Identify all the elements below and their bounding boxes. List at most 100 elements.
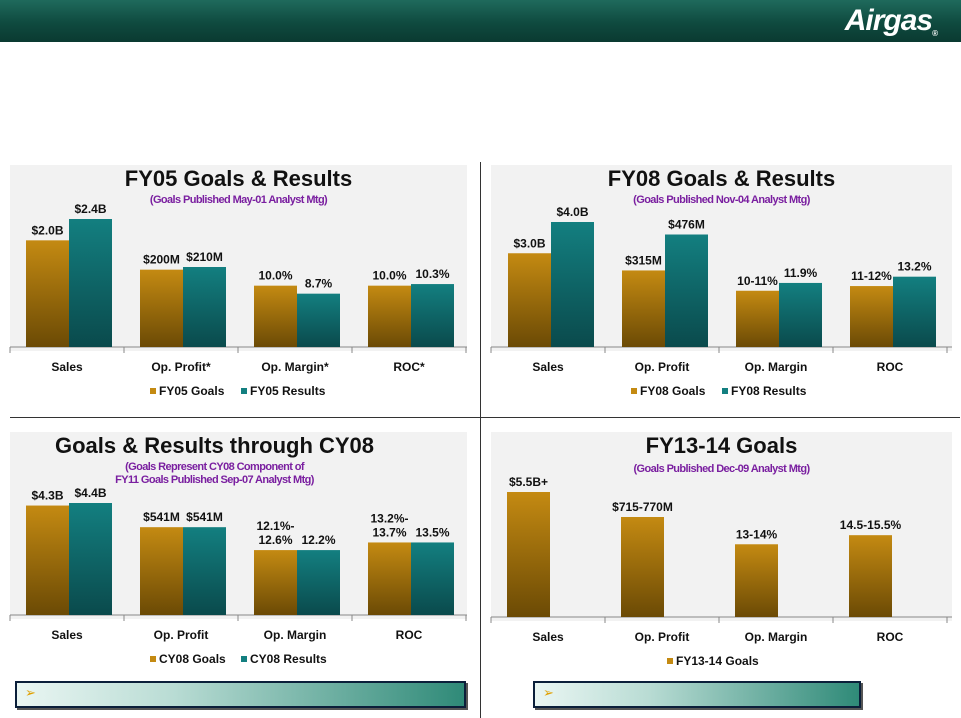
chart-subtitle: (Goals Represent CY08 Component of <box>125 461 305 473</box>
chart-title: Goals & Results through CY08 <box>55 433 374 458</box>
category-label: Op. Profit <box>635 360 690 374</box>
data-label: $2.0B <box>31 223 63 237</box>
chart-title: FY05 Goals & Results <box>125 166 352 191</box>
arrow-bullet-icon: ➢ <box>25 686 36 701</box>
category-label: ROC* <box>393 360 425 374</box>
data-label: 12.2% <box>301 533 335 547</box>
legend-swatch <box>241 388 247 394</box>
bar-goal <box>508 253 551 347</box>
category-label: Op. Margin <box>745 630 808 644</box>
chart-title: FY08 Goals & Results <box>608 166 835 191</box>
logo-registered-mark: ® <box>932 29 938 38</box>
bar-result <box>779 282 822 347</box>
legend-swatch <box>722 388 728 394</box>
data-label: 13.2% <box>897 260 931 274</box>
data-label: $3.0B <box>513 236 545 250</box>
data-label: $715-770M <box>612 500 673 514</box>
bar-goal <box>735 544 778 617</box>
data-label: 13-14% <box>736 527 778 541</box>
bar-goal <box>26 240 69 347</box>
bar-goal <box>254 550 297 615</box>
legend-swatch <box>241 656 247 662</box>
bar-goal <box>140 269 183 347</box>
chart-subtitle: (Goals Published Dec-09 Analyst Mtg) <box>633 463 810 475</box>
bar-goal <box>140 527 183 615</box>
data-label: 13.5% <box>415 525 449 539</box>
bottom-right-banner: ➢ <box>533 681 861 708</box>
data-label: 10-11% <box>737 274 778 288</box>
airgas-logo: Airgas® <box>844 4 938 38</box>
bottom-left-banner: ➢ <box>15 681 466 708</box>
bar-result <box>183 527 226 615</box>
category-label: Sales <box>51 628 83 642</box>
data-label: $541M <box>186 510 223 524</box>
legend-label: FY08 Results <box>731 384 807 398</box>
data-label: 14.5-15.5% <box>840 518 902 532</box>
data-label: 13.2%- <box>370 511 408 525</box>
bar-result <box>297 293 340 347</box>
legend-label: FY08 Goals <box>640 384 706 398</box>
bar-goal <box>849 535 892 617</box>
horizontal-divider <box>10 417 960 418</box>
legend-label: FY05 Goals <box>159 384 225 398</box>
category-label: Op. Margin <box>264 628 327 642</box>
data-label: $210M <box>186 250 223 264</box>
cy08-chart: Goals & Results through CY08 (Goals Repre… <box>9 432 467 666</box>
data-label: $5.5B+ <box>509 475 548 489</box>
legend-swatch <box>667 658 673 664</box>
bar-goal <box>621 517 664 617</box>
data-label: 8.7% <box>305 277 333 291</box>
category-label: Sales <box>532 630 564 644</box>
legend-swatch <box>150 656 156 662</box>
data-label: $541M <box>143 510 180 524</box>
fy05-chart: FY05 Goals & Results (Goals Published May… <box>9 165 467 398</box>
bar-result <box>411 542 454 615</box>
fy13-14-chart: FY13-14 Goals (Goals Published Dec-09 Ana… <box>490 432 952 668</box>
bar-goal <box>736 290 779 347</box>
data-label: 12.1%- <box>256 519 294 533</box>
legend-label: CY08 Results <box>250 652 327 666</box>
category-label: Op. Profit <box>635 630 690 644</box>
header-bar: Airgas® <box>0 0 961 42</box>
category-label: Op. Profit <box>154 628 209 642</box>
data-label: 10.0% <box>372 269 406 283</box>
bar-result <box>665 234 708 347</box>
bar-goal <box>26 505 69 615</box>
bar-goal <box>368 285 411 347</box>
legend-swatch <box>150 388 156 394</box>
bar-result <box>69 219 112 347</box>
data-label: 12.6% <box>258 533 292 547</box>
data-label: $476M <box>668 218 705 232</box>
logo-text: Airgas <box>844 4 933 37</box>
data-label: $4.0B <box>556 205 588 219</box>
category-label: Op. Profit* <box>151 360 211 374</box>
bar-goal <box>368 542 411 615</box>
legend-swatch <box>631 388 637 394</box>
bar-goal <box>850 286 893 347</box>
data-label: 11-12% <box>851 269 892 283</box>
bar-goal <box>507 492 550 617</box>
data-label: 10.3% <box>415 267 449 281</box>
chart-subtitle: (Goals Published May-01 Analyst Mtg) <box>150 194 328 206</box>
chart-title: FY13-14 Goals <box>646 433 798 458</box>
bar-result <box>69 503 112 615</box>
data-label: $2.4B <box>74 202 106 216</box>
arrow-bullet-icon: ➢ <box>543 686 554 701</box>
category-label: ROC <box>877 360 904 374</box>
bar-result <box>893 276 936 347</box>
data-label: $4.4B <box>74 486 106 500</box>
chart-subtitle: FY11 Goals Published Sep-07 Analyst Mtg) <box>115 474 315 486</box>
category-label: ROC <box>396 628 423 642</box>
legend-label: FY05 Results <box>250 384 326 398</box>
legend-label: CY08 Goals <box>159 652 226 666</box>
vertical-divider <box>480 162 481 718</box>
chart-subtitle: (Goals Published Nov-04 Analyst Mtg) <box>633 194 811 206</box>
legend-label: FY13-14 Goals <box>676 654 759 668</box>
category-label: Sales <box>532 360 564 374</box>
data-label: $200M <box>143 253 180 267</box>
bar-result <box>183 267 226 347</box>
data-label: $4.3B <box>31 489 63 503</box>
bar-goal <box>254 285 297 347</box>
data-label: 13.7% <box>372 525 406 539</box>
data-label: $315M <box>625 253 662 267</box>
